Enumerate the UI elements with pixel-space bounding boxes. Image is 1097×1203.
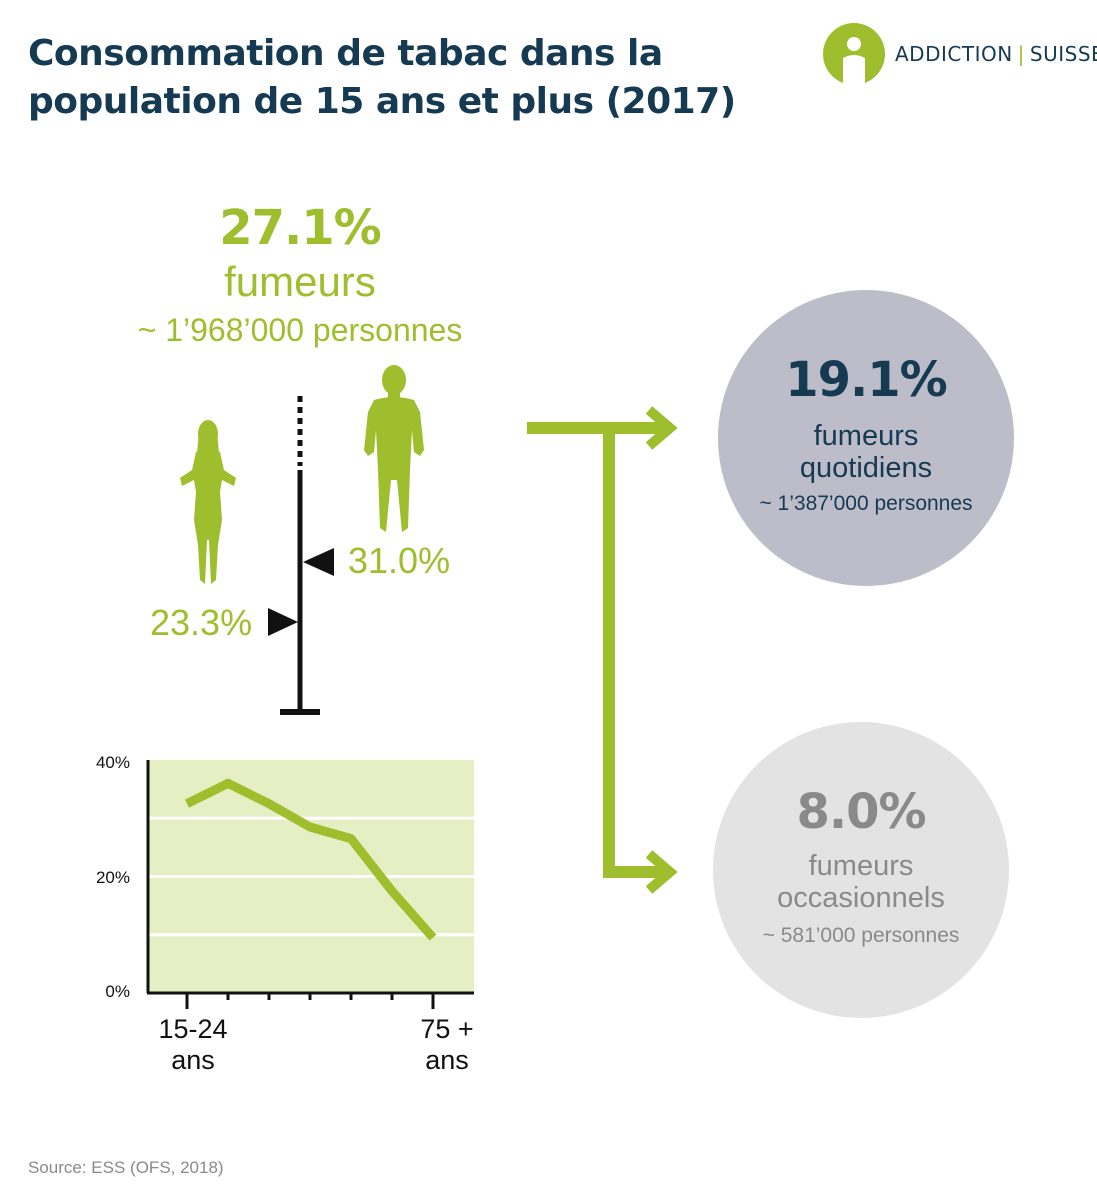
smokers-label: fumeurs <box>224 258 376 305</box>
occasional-label-line-2: occasionnels <box>777 882 945 914</box>
occasional-percent: 8.0% <box>796 784 926 840</box>
arrow-head-occasional-icon <box>645 850 678 894</box>
women-percent: 23.3% <box>150 602 253 643</box>
smokers-count: ~ 1’968’000 personnes <box>137 312 463 348</box>
daily-label-line-2: quotidiens <box>799 452 933 484</box>
logo-name-left: ADDICTION <box>895 42 1013 66</box>
daily-smokers-circle: 19.1% fumeurs quotidiens ~ 1’387’000 per… <box>718 290 1014 586</box>
smokers-percent: 27.1% <box>219 200 382 256</box>
daily-count: ~ 1’387’000 personnes <box>759 492 973 515</box>
x-tick-first-line-1: 15-24 <box>158 1014 228 1044</box>
occasional-smokers-circle: 8.0% fumeurs occasionnels ~ 581’000 pers… <box>713 722 1009 1018</box>
y-tick-20: 20% <box>95 868 130 887</box>
women-arrow-icon <box>268 608 298 636</box>
x-tick-last-line-2: ans <box>425 1045 469 1075</box>
person-in-circle-icon <box>823 23 885 86</box>
occasional-label-line-1: fumeurs <box>808 850 914 882</box>
men-arrow-icon <box>303 548 334 576</box>
x-tick-label-first: 15-24 ans <box>138 1014 248 1076</box>
y-tick-0: 0% <box>105 982 130 1001</box>
logo-name-right: SUISSE <box>1029 42 1097 66</box>
x-tick-label-last: 75 + ans <box>392 1014 502 1076</box>
logo-separator: | <box>1017 42 1025 66</box>
page-title: Consommation de tabac dans la population… <box>28 30 788 126</box>
x-tick-first-line-2: ans <box>171 1045 215 1075</box>
woman-silhouette-icon <box>180 420 236 584</box>
y-tick-40: 40% <box>95 753 130 772</box>
title-line-1: Consommation de tabac dans la <box>28 33 663 74</box>
title-line-2: population de 15 ans et plus (2017) <box>28 81 736 122</box>
x-tick-last-line-1: 75 + <box>420 1014 474 1044</box>
arrow-head-daily-icon <box>645 406 678 450</box>
daily-label-line-1: fumeurs <box>813 420 919 452</box>
men-percent: 31.0% <box>348 540 451 581</box>
man-silhouette-icon <box>364 365 424 532</box>
daily-percent: 19.1% <box>785 352 948 408</box>
occasional-count: ~ 581’000 personnes <box>762 924 960 947</box>
logo-wordmark: ADDICTION | SUISSE <box>895 42 1097 66</box>
source-note: Source: ESS (OFS, 2018) <box>28 1158 224 1177</box>
addiction-suisse-logo <box>823 23 885 86</box>
